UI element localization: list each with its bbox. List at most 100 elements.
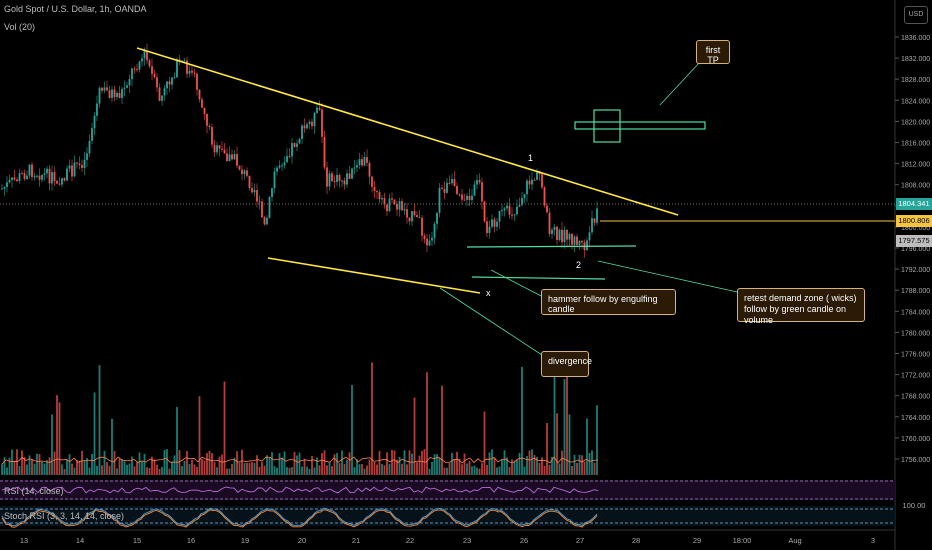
candle-body (591, 218, 593, 233)
candle-body (33, 176, 36, 178)
price-axis-label: 1820.000 (901, 119, 930, 126)
candle-body (133, 68, 136, 70)
candle-body (453, 179, 456, 187)
volume-bar (18, 465, 21, 475)
volume-bar (13, 460, 16, 475)
candle-body (563, 229, 566, 243)
volume-bar (388, 463, 391, 475)
candle-body (243, 170, 246, 175)
candle-body (451, 179, 453, 184)
volume-bar (283, 451, 286, 475)
candle-body (471, 195, 473, 201)
rsi-indicator-label[interactable]: RSI (14, close) (4, 486, 64, 496)
volume-bar (368, 459, 371, 475)
volume-bar (401, 463, 403, 475)
volume-bar (506, 457, 508, 475)
candle-body (326, 167, 328, 187)
volume-bar (441, 385, 443, 475)
volume-bar (366, 465, 368, 475)
time-axis-label: 13 (20, 536, 28, 545)
volume-bar (206, 453, 208, 475)
candle-body (183, 60, 186, 62)
volume-bar (143, 453, 146, 475)
currency-button[interactable]: USD (904, 6, 928, 24)
volume-bar (21, 450, 23, 475)
candle-body (151, 66, 153, 74)
volume-indicator-label[interactable]: Vol (20) (4, 22, 36, 32)
volume-bar (353, 467, 356, 475)
volume-bar (146, 467, 148, 475)
volume-bar (128, 463, 131, 475)
time-axis-label: 23 (463, 536, 471, 545)
candle-body (1, 188, 3, 190)
candle-body (58, 183, 61, 185)
divergence-pointer (439, 287, 546, 358)
candle-body (336, 174, 338, 182)
candle-body (526, 180, 528, 195)
candle-body (438, 187, 441, 213)
candle-body (98, 87, 101, 104)
volume-bar (228, 468, 231, 475)
stoch-rsi-indicator-label[interactable]: Stoch RSI (3, 3, 14, 14, close) (4, 511, 125, 521)
demand-zone-line-upper (466, 245, 637, 248)
price-axis-label: 1816.000 (901, 141, 930, 148)
volume-bar (201, 459, 203, 475)
candle-body (531, 179, 533, 185)
volume-bar (31, 459, 33, 475)
volume-bar (171, 461, 173, 475)
candle-body (421, 217, 423, 236)
candle-body (221, 148, 223, 150)
volume-bar (363, 468, 366, 475)
volume-bar (56, 395, 58, 475)
candle-body (83, 159, 86, 168)
divergence-callout[interactable]: divergence (541, 351, 592, 377)
candle-body (406, 209, 408, 218)
volume-bar (483, 411, 486, 475)
volume-bar (281, 457, 283, 475)
target-box-vertical (593, 109, 621, 143)
candle-body (158, 87, 161, 101)
candle-body (171, 77, 173, 85)
candle-body (456, 186, 458, 195)
candle-body (231, 154, 233, 160)
candle-body (31, 164, 33, 178)
candle-body (501, 210, 503, 212)
first-tp-callout[interactable]: first TP (696, 40, 730, 65)
candle-body (423, 235, 426, 239)
volume-bar (568, 414, 571, 475)
volume-bar (26, 464, 28, 475)
candle-body (36, 175, 38, 177)
candle-body (391, 198, 393, 200)
candle-body (93, 115, 96, 129)
volume-bar (168, 468, 171, 475)
time-axis-label: 3 (871, 536, 875, 545)
candle-body (311, 121, 313, 127)
volume-bar (511, 459, 513, 475)
volume-bar (386, 452, 388, 475)
candle-body (271, 188, 273, 197)
candle-body (433, 223, 436, 238)
volume-bar (541, 457, 543, 475)
volume-bar (443, 467, 446, 475)
candle-body (153, 73, 156, 78)
candle-body (516, 206, 518, 215)
candle-body (46, 168, 48, 174)
volume-bar (153, 459, 156, 475)
price-axis-label: 1776.000 (901, 352, 930, 359)
candle-body (293, 143, 296, 147)
volume-bar (338, 463, 341, 475)
volume-bar (81, 450, 83, 475)
target-box-horizontal (574, 121, 706, 130)
volume-bar (113, 450, 116, 475)
volume-bar (271, 452, 273, 475)
volume-bar (583, 461, 586, 475)
hammer-callout[interactable]: hammer follow by engulfing candle (541, 289, 676, 315)
candle-body (298, 138, 301, 144)
volume-bar (106, 462, 108, 475)
price-axis-label: 1832.000 (901, 56, 930, 63)
retest-callout[interactable]: retest demand zone ( wicks) follow by gr… (737, 288, 865, 325)
candle-body (478, 180, 481, 183)
volume-bar (296, 455, 298, 475)
volume-bar (331, 466, 333, 475)
